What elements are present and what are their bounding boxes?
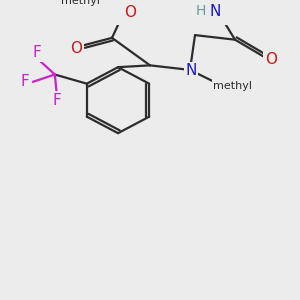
Text: F: F	[20, 74, 29, 89]
Text: O: O	[124, 5, 136, 20]
Text: O: O	[265, 52, 277, 68]
Text: N: N	[185, 63, 197, 78]
Text: methyl: methyl	[214, 80, 253, 91]
Text: N: N	[209, 4, 221, 19]
Text: methyl: methyl	[61, 0, 100, 6]
Text: F: F	[52, 93, 61, 108]
Text: H: H	[196, 4, 206, 18]
Text: F: F	[32, 45, 41, 60]
Text: O: O	[70, 41, 82, 56]
